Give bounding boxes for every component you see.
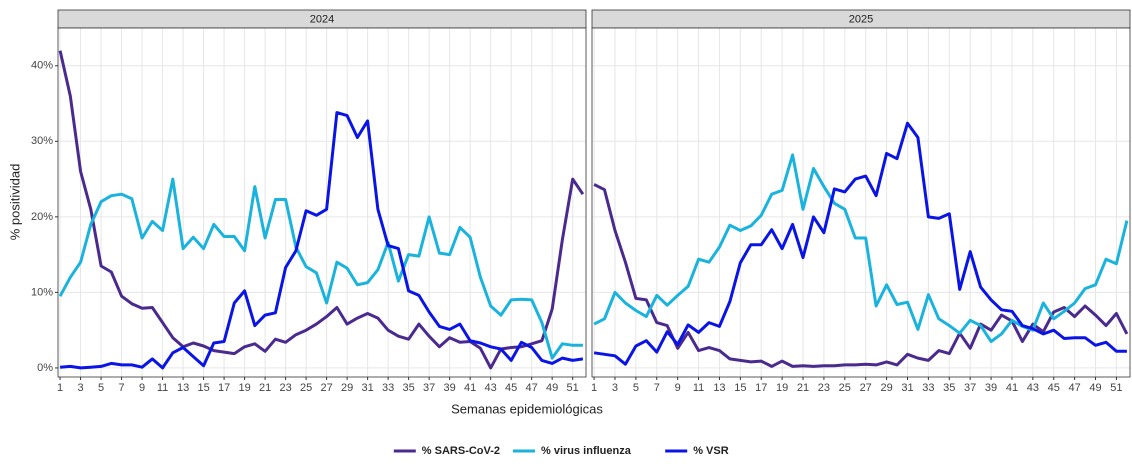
series-line (593, 121, 1127, 366)
x-tick-label: 9 (139, 382, 145, 394)
x-tick-label: 27 (860, 382, 872, 394)
x-tick-label: 35 (403, 382, 415, 394)
x-tick-label: 33 (382, 382, 394, 394)
x-tick-label: 43 (485, 382, 497, 394)
x-tick-label: 47 (1069, 382, 1081, 394)
series-line (593, 153, 1129, 343)
y-tick-label: 10% (31, 286, 53, 298)
x-tick-label: 29 (880, 382, 892, 394)
x-tick-label: 11 (693, 382, 704, 394)
y-tick-label: 0% (37, 362, 53, 374)
x-tick-label: 41 (464, 382, 476, 394)
x-tick-label: 11 (157, 382, 168, 394)
x-tick-label: 39 (985, 382, 997, 394)
panel-border (591, 27, 1131, 378)
panel-title: 2025 (849, 13, 873, 25)
x-tick-label: 19 (776, 382, 788, 394)
x-tick-label: 41 (1006, 382, 1018, 394)
x-axis-label: Semanas epidemiológicas (451, 401, 603, 416)
y-tick-label: 30% (31, 135, 53, 147)
x-tick-label: 19 (238, 382, 250, 394)
x-tick-label: 29 (341, 382, 353, 394)
series-line (58, 50, 585, 370)
y-axis-label: % positividad (7, 164, 22, 241)
x-tick-label: 25 (839, 382, 851, 394)
x-tick-label: 3 (77, 382, 83, 394)
x-tick-label: 51 (567, 382, 579, 394)
panel-border (57, 27, 587, 378)
x-tick-label: 3 (612, 382, 618, 394)
series-line (58, 177, 583, 360)
x-tick-label: 45 (505, 382, 517, 394)
x-tick-label: 7 (654, 382, 660, 394)
x-tick-label: 25 (300, 382, 312, 394)
x-tick-label: 5 (98, 382, 104, 394)
x-tick-label: 21 (259, 382, 271, 394)
x-tick-label: 15 (197, 382, 209, 394)
x-tick-label: 39 (444, 382, 456, 394)
x-tick-label: 17 (755, 382, 767, 394)
series-line (593, 183, 1129, 368)
x-tick-label: 35 (943, 382, 955, 394)
legend-label: % SARS-CoV-2 (422, 445, 500, 457)
panel-title: 2024 (310, 13, 334, 25)
x-tick-label: 43 (1027, 382, 1039, 394)
x-tick-label: 45 (1048, 382, 1060, 394)
x-tick-label: 27 (320, 382, 332, 394)
x-tick-label: 47 (526, 382, 538, 394)
x-tick-label: 7 (119, 382, 125, 394)
x-tick-label: 17 (218, 382, 230, 394)
x-tick-label: 1 (57, 382, 63, 394)
x-tick-label: 23 (279, 382, 291, 394)
x-tick-label: 13 (713, 382, 725, 394)
series-line (59, 111, 584, 370)
legend-label: % VSR (693, 445, 729, 457)
x-tick-label: 49 (546, 382, 558, 394)
x-tick-label: 5 (633, 382, 639, 394)
x-tick-label: 9 (675, 382, 681, 394)
x-tick-label: 37 (964, 382, 976, 394)
x-tick-label: 15 (734, 382, 746, 394)
y-tick-label: 20% (31, 211, 53, 223)
x-tick-label: 21 (797, 382, 809, 394)
x-tick-label: 49 (1089, 382, 1101, 394)
x-tick-label: 37 (423, 382, 435, 394)
x-tick-label: 33 (922, 382, 934, 394)
x-tick-label: 1 (591, 382, 597, 394)
x-tick-label: 31 (901, 382, 913, 394)
panel (58, 28, 586, 377)
y-tick-label: 40% (31, 60, 53, 72)
x-tick-label: 51 (1110, 382, 1122, 394)
legend-label: % virus influenza (541, 445, 632, 457)
x-tick-label: 31 (361, 382, 373, 394)
panel (592, 28, 1130, 377)
x-tick-label: 13 (177, 382, 189, 394)
x-tick-label: 23 (818, 382, 830, 394)
